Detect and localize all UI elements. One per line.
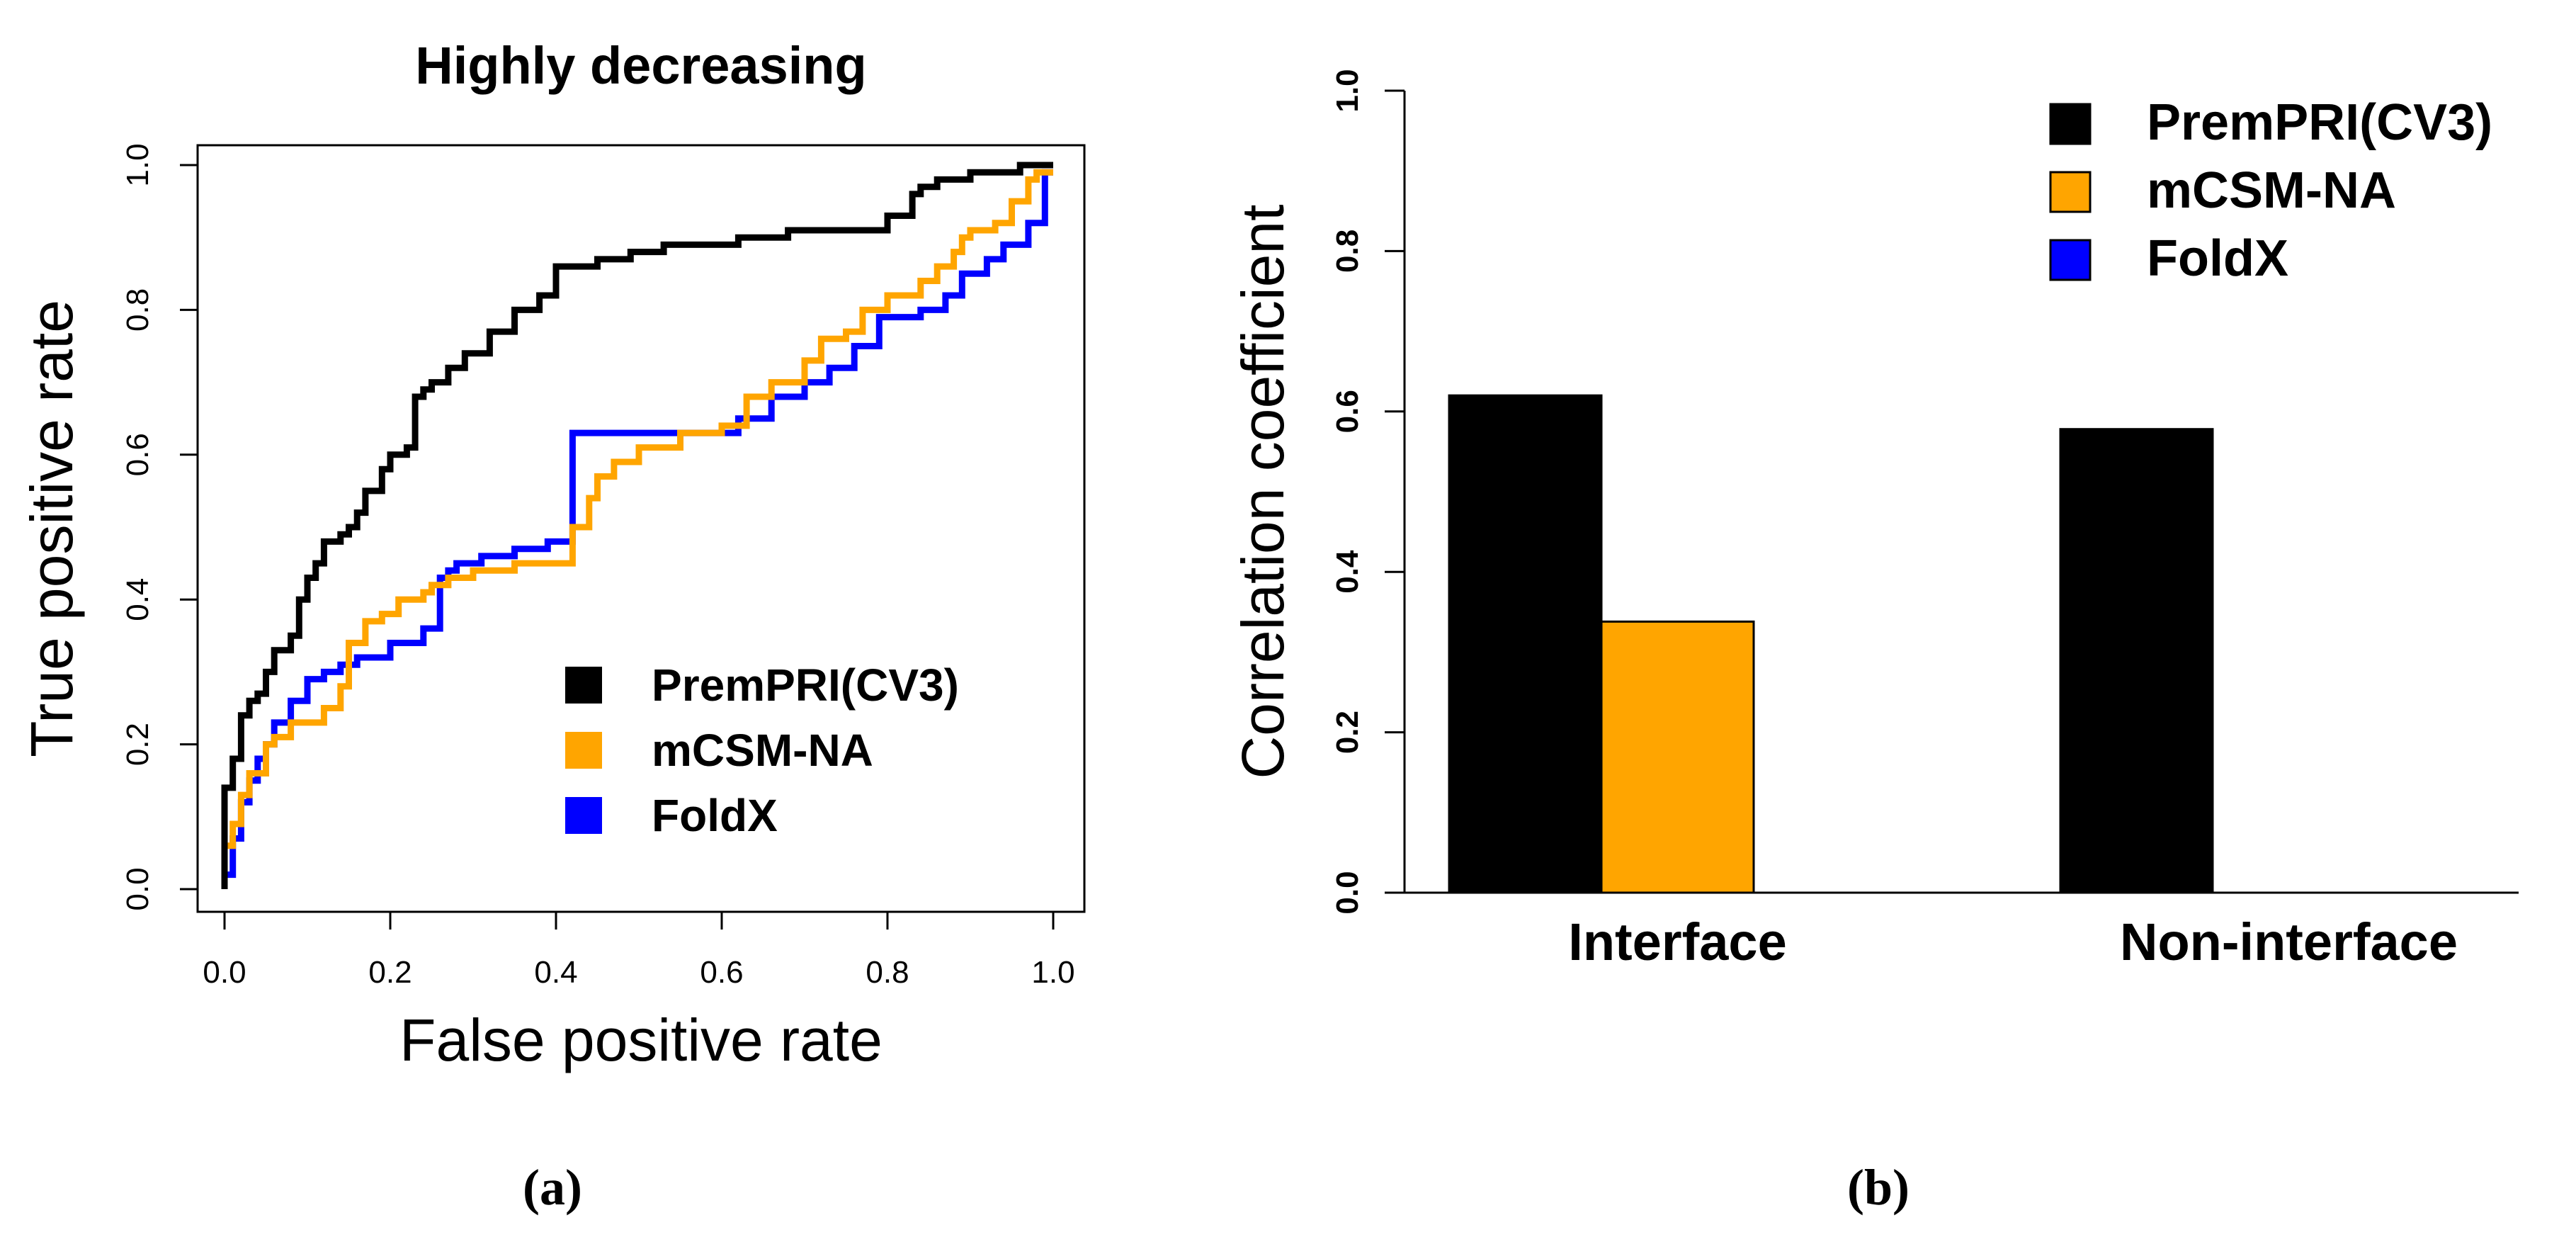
panel-b-y-axis-label: Correlation coefficient: [1230, 205, 1296, 779]
category-label-interface: Interface: [1568, 913, 1786, 971]
panel-b-y-tick-label: 0.2: [1330, 711, 1365, 754]
panel-a-y-tick-label: 1.0: [120, 143, 155, 186]
bar-interface-mcsm-na: [1600, 620, 1755, 894]
panel-a-x-tick-label: 0.2: [368, 955, 412, 990]
panel-b-bars: [1448, 394, 2214, 894]
bar-non-interface-prempri-cv3: [2059, 428, 2214, 894]
panel-b-label: (b): [1847, 1159, 1910, 1216]
legend-swatch-prempri-cv3: [565, 667, 602, 704]
category-label-non-interface: Non-interface: [2120, 913, 2458, 971]
legend-label-prempri-cv3: PremPRI(CV3): [2147, 94, 2492, 151]
legend-swatch-foldx: [2049, 239, 2092, 281]
roc-curve-prempri-cv3: [221, 162, 1053, 889]
legend-label-mcsm-na: mCSM-NA: [2147, 162, 2396, 219]
panel-a-y-tick-label: 0.6: [120, 433, 155, 476]
panel-b-legend: PremPRI(CV3) mCSM-NA FoldX: [2049, 94, 2492, 287]
panel-a-y-tick-label: 0.4: [120, 578, 155, 621]
legend-swatch-mcsm-na: [2049, 171, 2092, 213]
panel-a: Highly decreasing 0.0 0.2 0.4 0.6 0.8 1.0 0.0…: [18, 36, 1086, 1216]
panel-b-y-tick-label: 0.4: [1330, 550, 1365, 594]
panel-a-label: (a): [523, 1159, 582, 1216]
panel-a-x-tick-label: 1.0: [1031, 955, 1074, 990]
panel-b-y-tick-label: 0.8: [1330, 230, 1365, 273]
panel-b-x-axis: Interface Non-interface: [1568, 913, 2458, 971]
legend-swatch-foldx: [565, 797, 602, 834]
panel-a-title: Highly decreasing: [415, 36, 866, 95]
panel-a-x-tick-label: 0.4: [534, 955, 577, 990]
panel-a-y-tick-label: 0.8: [120, 288, 155, 332]
legend-swatch-prempri-cv3: [2049, 103, 2092, 145]
roc-curve-mcsm-na: [221, 169, 1053, 868]
panel-b: 0.0 0.2 0.4 0.6 0.8 1.0 Interface Non-interfac…: [1230, 69, 2519, 1216]
panel-a-legend: PremPRI(CV3) mCSM-NA FoldX: [565, 660, 959, 841]
legend-label-mcsm-na: mCSM-NA: [652, 725, 873, 776]
panel-a-y-tick-label: 0.2: [120, 723, 155, 766]
panel-b-y-axis: 0.0 0.2 0.4 0.6 0.8 1.0: [1330, 69, 1405, 915]
panel-a-x-tick-label: 0.0: [203, 955, 246, 990]
panel-a-y-tick-label: 0.0: [120, 867, 155, 910]
bar-interface-prempri-cv3: [1448, 394, 1603, 894]
panel-b-y-tick-label: 0.6: [1330, 390, 1365, 433]
panel-a-x-tick-label: 0.6: [700, 955, 743, 990]
panel-a-x-axis-label: False positive rate: [399, 1007, 883, 1073]
panel-b-y-tick-label: 0.0: [1330, 871, 1365, 914]
panel-a-y-axis: 0.0 0.2 0.4 0.6 0.8 1.0: [120, 143, 198, 911]
panel-a-y-axis-label: True positive rate: [18, 300, 85, 757]
legend-label-foldx: FoldX: [2147, 230, 2288, 287]
legend-label-prempri-cv3: PremPRI(CV3): [652, 660, 959, 711]
panel-a-plot-frame: [196, 144, 1086, 913]
legend-label-foldx: FoldX: [652, 790, 778, 841]
panel-a-x-tick-label: 0.8: [866, 955, 909, 990]
panel-b-y-tick-label: 1.0: [1330, 69, 1365, 112]
legend-swatch-mcsm-na: [565, 732, 602, 769]
panel-a-roc-curves: [221, 162, 1053, 889]
panel-a-x-axis: 0.0 0.2 0.4 0.6 0.8 1.0: [203, 912, 1075, 990]
